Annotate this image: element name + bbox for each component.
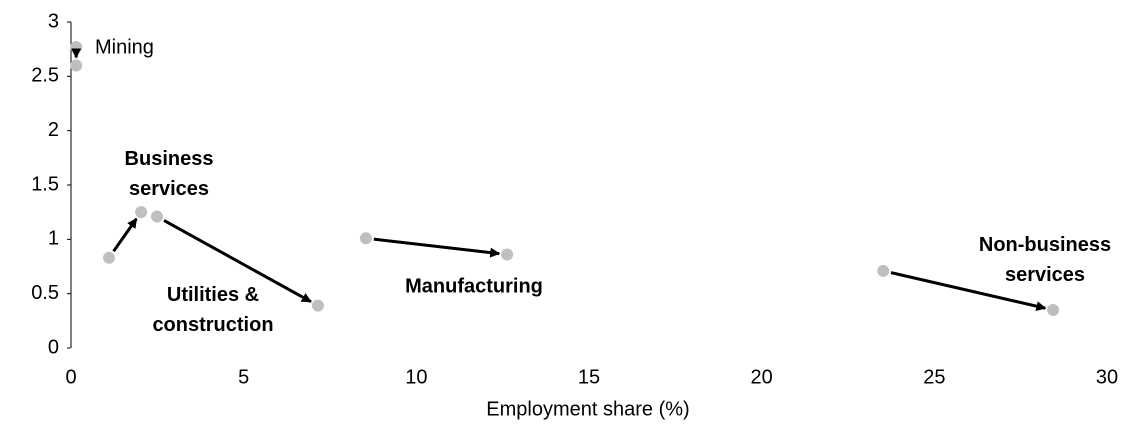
point-label: Non-business services <box>979 234 1111 286</box>
point-label: Business services <box>125 148 214 200</box>
label-line: services <box>1005 264 1085 286</box>
y-tick-label: 0 <box>48 336 59 358</box>
y-tick-label: 1 <box>48 228 59 250</box>
label-line: Utilities & <box>167 284 259 306</box>
y-tick-label: 1.5 <box>31 173 59 195</box>
arrow <box>890 271 1047 312</box>
x-tick-label: 0 <box>65 366 76 388</box>
x-tick-label: 30 <box>1096 366 1118 388</box>
point-label: Manufacturing <box>405 275 543 297</box>
y-tick-label: 3 <box>48 10 59 32</box>
y-tick-label: 2.5 <box>31 65 59 87</box>
point <box>311 299 324 312</box>
y-tick-label: 2 <box>48 119 59 141</box>
point <box>501 248 514 261</box>
x-tick-label: 15 <box>578 366 600 388</box>
point <box>359 232 372 245</box>
label-line: services <box>129 178 209 200</box>
label-line: Business <box>125 148 214 170</box>
x-tick-label: 20 <box>751 366 773 388</box>
point <box>70 59 83 72</box>
x-tick-label: 25 <box>923 366 945 388</box>
point-label: Utilities & construction <box>152 284 273 336</box>
point <box>70 40 83 53</box>
label-line: Non-business <box>979 234 1111 256</box>
point <box>877 264 890 277</box>
point <box>135 206 148 219</box>
point-label: Mining <box>95 36 154 58</box>
arrow <box>112 217 138 253</box>
point <box>150 210 163 223</box>
point <box>102 251 115 264</box>
arrow <box>163 219 312 304</box>
label-line: construction <box>152 314 273 336</box>
x-tick-label: 5 <box>238 366 249 388</box>
x-tick-label: 10 <box>405 366 427 388</box>
x-axis-title: Employment share (%) <box>486 398 689 420</box>
y-tick-label: 0.5 <box>31 282 59 304</box>
point <box>1047 303 1060 316</box>
arrow <box>373 237 501 258</box>
